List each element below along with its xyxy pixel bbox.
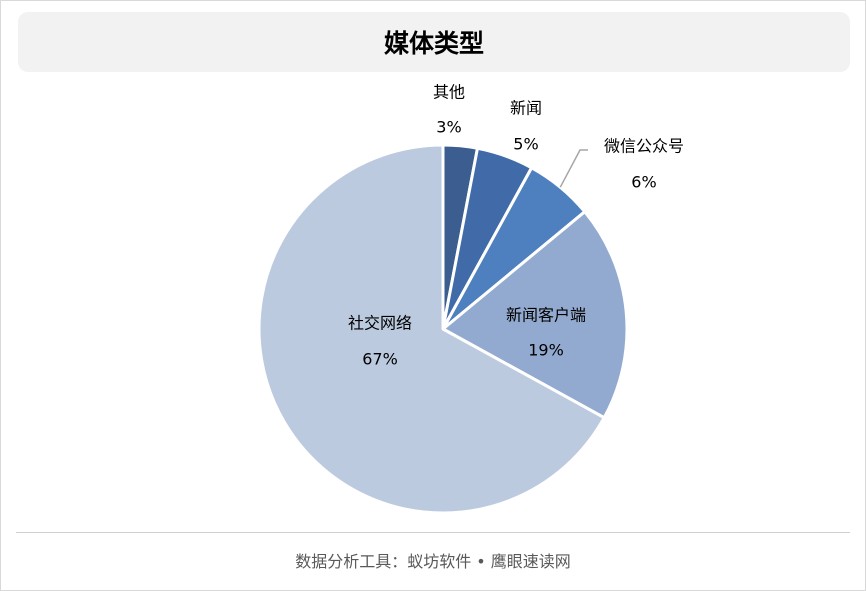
footer-source: 数据分析工具：蚁坊软件 • 鹰眼速读网	[295, 552, 571, 571]
slice-labels: 其他 3% 新闻 5% 微信公众号 6% 新闻客户端 19% 社交网络 67%	[348, 83, 684, 369]
leader-line	[559, 149, 588, 188]
slice-label: 微信公众号	[604, 137, 684, 156]
slice-percent-label: 19%	[528, 341, 564, 360]
pie-slice-4	[441, 210, 629, 420]
slice-percent-label: 5%	[513, 135, 538, 154]
slice-label: 新闻	[510, 99, 542, 118]
pie-slice-5	[257, 143, 606, 515]
leader-lines	[559, 149, 588, 188]
slice-percent-label: 3%	[436, 118, 461, 137]
chart-title: 媒体类型	[18, 12, 850, 72]
slice-label: 其他	[433, 83, 465, 102]
slice-percent-label: 67%	[362, 350, 398, 369]
slice-label: 新闻客户端	[506, 306, 586, 325]
slice-label: 社交网络	[348, 314, 412, 333]
footer-divider	[16, 532, 850, 533]
pie-slices	[257, 143, 629, 515]
slice-percent-label: 6%	[631, 173, 656, 192]
